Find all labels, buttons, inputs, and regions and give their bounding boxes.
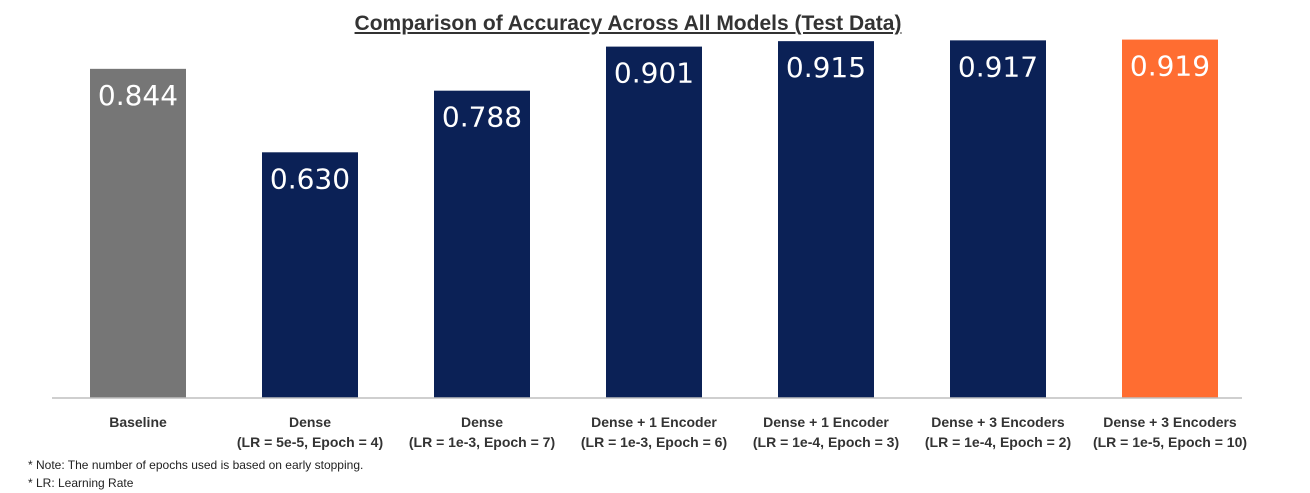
footnote-epochs: * Note: The number of epochs used is bas… [28, 458, 364, 472]
category-label-1-name: Baseline [109, 414, 167, 430]
footnote-lr: * LR: Learning Rate [28, 476, 134, 490]
category-label-2-params: (LR = 5e-5, Epoch = 4) [237, 434, 383, 450]
category-label-2-name: Dense [289, 414, 331, 430]
bar-4 [606, 46, 702, 399]
category-label-7-params: (LR = 1e-5, Epoch = 10) [1093, 434, 1247, 450]
category-label-4-params: (LR = 1e-3, Epoch = 6) [581, 434, 727, 450]
category-label-4-name: Dense + 1 Encoder [591, 414, 717, 430]
bar-7 [1122, 39, 1218, 399]
bar-2 [262, 152, 358, 398]
data-label-7: 0.919 [1130, 50, 1210, 83]
data-label-1: 0.844 [98, 79, 178, 112]
category-label-5-params: (LR = 1e-4, Epoch = 3) [753, 434, 899, 450]
data-label-6: 0.917 [958, 50, 1038, 83]
bar-1 [90, 68, 186, 398]
chart-title: Comparison of Accuracy Across All Models… [354, 12, 902, 35]
bar-6 [950, 40, 1046, 399]
data-label-3: 0.788 [442, 101, 522, 134]
data-label-5: 0.915 [786, 51, 866, 84]
category-label-3-params: (LR = 1e-3, Epoch = 7) [409, 434, 555, 450]
data-label-2: 0.630 [270, 162, 350, 195]
category-label-6-name: Dense + 3 Encoders [931, 414, 1065, 430]
category-label-7-name: Dense + 3 Encoders [1103, 414, 1237, 430]
bar-3 [434, 90, 530, 399]
bar-5 [778, 41, 874, 399]
data-label-4: 0.901 [614, 57, 694, 90]
category-label-3-name: Dense [461, 414, 503, 430]
category-label-5-name: Dense + 1 Encoder [763, 414, 889, 430]
category-label-6-params: (LR = 1e-4, Epoch = 2) [925, 434, 1071, 450]
